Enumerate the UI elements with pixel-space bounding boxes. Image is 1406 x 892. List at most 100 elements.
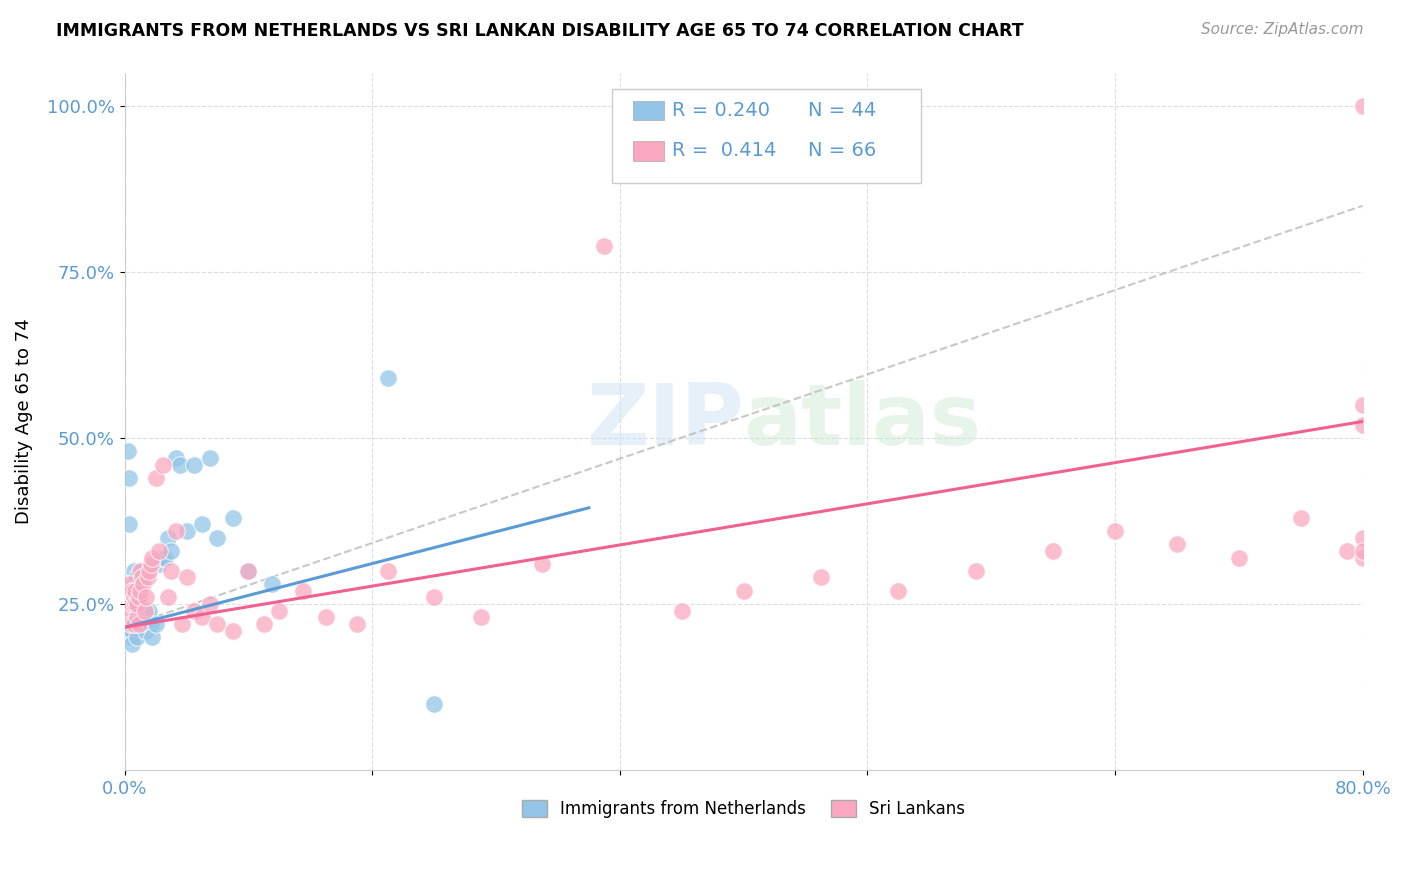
Text: ZIP: ZIP xyxy=(586,380,744,463)
Point xyxy=(148,544,170,558)
Point xyxy=(1227,550,1250,565)
Text: N = 44: N = 44 xyxy=(808,101,877,120)
Point xyxy=(1289,510,1312,524)
Point xyxy=(122,591,145,605)
Point xyxy=(128,591,150,605)
Point xyxy=(152,458,174,472)
Point xyxy=(1351,550,1374,565)
Text: R = 0.240: R = 0.240 xyxy=(672,101,770,120)
Point xyxy=(470,610,492,624)
Point xyxy=(165,450,187,465)
Point xyxy=(377,564,399,578)
Point xyxy=(160,564,183,578)
Point xyxy=(129,583,152,598)
Point xyxy=(136,610,159,624)
Point xyxy=(124,591,146,605)
Point xyxy=(315,610,337,624)
Point xyxy=(121,637,143,651)
Point xyxy=(131,570,153,584)
Point xyxy=(169,458,191,472)
Point xyxy=(118,517,141,532)
Point xyxy=(134,604,156,618)
Point xyxy=(423,697,446,711)
Point xyxy=(124,597,146,611)
Point xyxy=(125,597,148,611)
Point xyxy=(129,564,152,578)
Point xyxy=(1351,531,1374,545)
Point xyxy=(1166,537,1188,551)
Point xyxy=(121,624,143,638)
Point xyxy=(132,610,155,624)
Point xyxy=(134,617,156,632)
Point xyxy=(733,583,755,598)
Point xyxy=(124,617,146,632)
Point xyxy=(148,558,170,572)
Text: R =  0.414: R = 0.414 xyxy=(672,141,776,161)
Point xyxy=(120,617,142,632)
Point xyxy=(121,597,143,611)
Point xyxy=(260,577,283,591)
Point xyxy=(165,524,187,538)
Point xyxy=(887,583,910,598)
Point xyxy=(135,591,157,605)
Point xyxy=(129,583,152,598)
Point xyxy=(138,564,160,578)
Point xyxy=(191,517,214,532)
Point xyxy=(125,610,148,624)
Point xyxy=(377,371,399,385)
Point xyxy=(125,570,148,584)
Point xyxy=(128,617,150,632)
Point xyxy=(183,604,205,618)
Point xyxy=(253,617,276,632)
Point xyxy=(176,570,198,584)
Point xyxy=(141,630,163,644)
Point xyxy=(198,597,221,611)
Point xyxy=(139,617,162,632)
Point xyxy=(139,558,162,572)
Legend: Immigrants from Netherlands, Sri Lankans: Immigrants from Netherlands, Sri Lankans xyxy=(515,793,972,824)
Point xyxy=(118,471,141,485)
Point xyxy=(124,583,146,598)
Text: IMMIGRANTS FROM NETHERLANDS VS SRI LANKAN DISABILITY AGE 65 TO 74 CORRELATION CH: IMMIGRANTS FROM NETHERLANDS VS SRI LANKA… xyxy=(56,22,1024,40)
Point xyxy=(160,544,183,558)
Point xyxy=(118,577,141,591)
Point xyxy=(269,604,291,618)
Point xyxy=(117,583,139,598)
Point xyxy=(238,564,260,578)
Point xyxy=(141,550,163,565)
Point xyxy=(131,604,153,618)
Point xyxy=(1336,544,1358,558)
Point xyxy=(222,510,245,524)
Text: N = 66: N = 66 xyxy=(808,141,877,161)
Point xyxy=(122,564,145,578)
Point xyxy=(1351,417,1374,432)
Point xyxy=(145,471,167,485)
Point xyxy=(183,458,205,472)
Point xyxy=(1104,524,1126,538)
Point xyxy=(423,591,446,605)
Point xyxy=(176,524,198,538)
Point xyxy=(153,550,176,565)
Point xyxy=(125,630,148,644)
Point xyxy=(531,558,554,572)
Y-axis label: Disability Age 65 to 74: Disability Age 65 to 74 xyxy=(15,318,32,524)
Point xyxy=(593,238,616,252)
Point xyxy=(1351,398,1374,412)
Point xyxy=(170,617,193,632)
Point xyxy=(150,550,173,565)
Point xyxy=(122,577,145,591)
Point xyxy=(120,617,142,632)
Point xyxy=(131,564,153,578)
Point xyxy=(198,450,221,465)
Point xyxy=(118,604,141,618)
Point xyxy=(207,617,229,632)
Point xyxy=(136,570,159,584)
Point xyxy=(129,577,152,591)
Point xyxy=(132,577,155,591)
Point xyxy=(291,583,314,598)
Point xyxy=(138,604,160,618)
Point xyxy=(965,564,987,578)
Point xyxy=(1351,99,1374,113)
Point xyxy=(191,610,214,624)
Point xyxy=(120,591,142,605)
